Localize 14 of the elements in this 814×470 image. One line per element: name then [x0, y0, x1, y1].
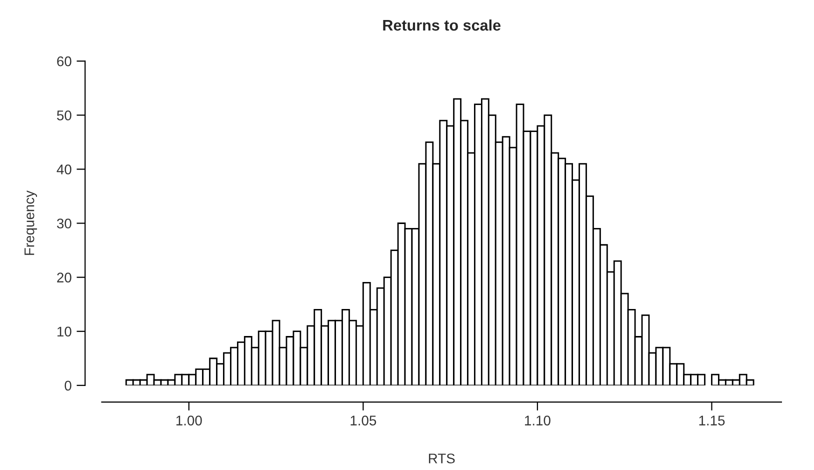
y-tick-label: 50 [56, 110, 72, 120]
y-tick-label: 30 [56, 218, 72, 228]
y-tick-label: 40 [56, 164, 72, 174]
y-axis-title: Frequency [24, 190, 37, 255]
x-axis-title: RTS [428, 454, 455, 464]
x-tick-label: 1.05 [350, 416, 376, 426]
y-tick-label: 60 [57, 56, 72, 66]
y-tick-label: 10 [58, 326, 72, 337]
chart-title: Returns to scale [383, 19, 501, 31]
x-tick-label: 1.10 [524, 416, 550, 426]
x-tick-label: 1.00 [176, 416, 202, 426]
y-tick-label: 0 [64, 380, 72, 391]
y-tick-label: 20 [57, 272, 72, 282]
x-tick-label: 1.15 [699, 416, 725, 426]
